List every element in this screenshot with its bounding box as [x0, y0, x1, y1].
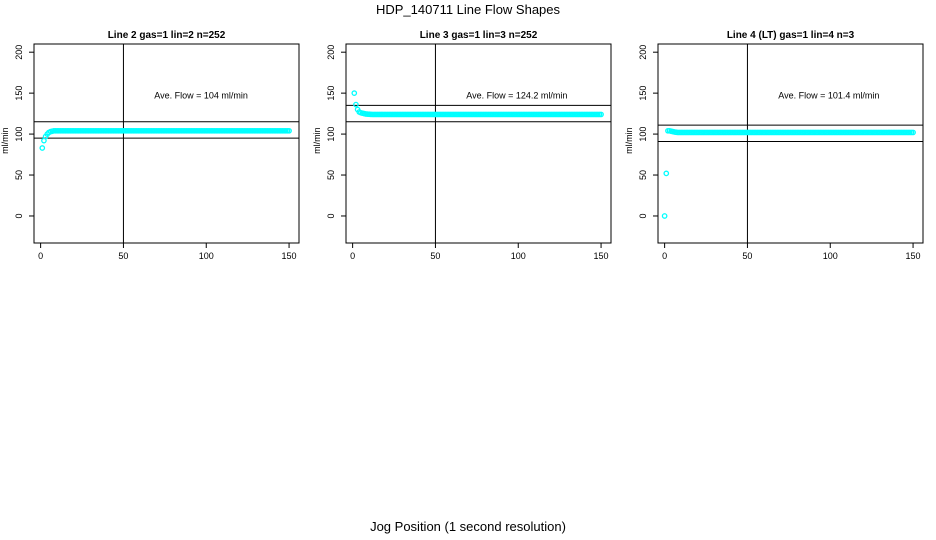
plot-frame	[345, 43, 612, 244]
data-point	[663, 170, 670, 177]
y-tick-label: 150	[14, 86, 24, 101]
y-tick-label: 0	[638, 213, 648, 218]
average-flow-annotation: Ave. Flow = 104 ml/min	[154, 91, 248, 101]
data-point	[39, 145, 46, 151]
y-axis-label: ml/min	[312, 127, 322, 154]
y-tick-label: 100	[638, 127, 648, 142]
y-tick-label: 50	[14, 170, 24, 180]
panel-title: Line 4 (LT) gas=1 lin=4 n=3	[727, 30, 855, 41]
data-point	[598, 111, 604, 118]
x-tick-label: 100	[199, 251, 214, 261]
data-point	[910, 129, 916, 136]
y-tick-label: 200	[14, 45, 24, 60]
data-point	[661, 213, 668, 219]
panel-title: Line 3 gas=1 lin=3 n=252	[420, 30, 538, 41]
y-tick-label: 50	[638, 170, 648, 180]
x-tick-label: 50	[430, 251, 440, 261]
y-tick-label: 200	[326, 45, 336, 60]
x-tick-label: 150	[594, 251, 609, 261]
plot-frame	[657, 43, 924, 244]
x-tick-label: 0	[38, 251, 43, 261]
y-tick-label: 100	[326, 127, 336, 142]
average-flow-annotation: Ave. Flow = 124.2 ml/min	[466, 91, 567, 101]
plot-frame	[33, 43, 300, 244]
y-tick-label: 0	[14, 213, 24, 218]
x-tick-label: 100	[511, 251, 526, 261]
y-axis-label: ml/min	[624, 127, 634, 154]
y-tick-label: 50	[326, 170, 336, 180]
y-axis-label: ml/min	[0, 127, 10, 154]
x-tick-label: 100	[823, 251, 838, 261]
main-title: HDP_140711 Line Flow Shapes	[375, 2, 561, 17]
y-tick-label: 200	[638, 45, 648, 60]
x-tick-label: 50	[118, 251, 128, 261]
data-point	[286, 127, 292, 134]
x-axis-label: Jog Position (1 second resolution)	[370, 519, 566, 534]
x-tick-label: 0	[350, 251, 355, 261]
x-tick-label: 50	[742, 251, 752, 261]
data-point	[351, 90, 358, 96]
x-tick-label: 150	[906, 251, 921, 261]
y-tick-label: 150	[326, 86, 336, 101]
x-tick-label: 0	[662, 251, 667, 261]
data-point	[353, 101, 359, 108]
panel-title: Line 2 gas=1 lin=2 n=252	[108, 30, 226, 41]
y-tick-label: 150	[638, 86, 648, 101]
x-tick-label: 150	[282, 251, 297, 261]
average-flow-annotation: Ave. Flow = 101.4 ml/min	[778, 91, 879, 101]
y-tick-label: 0	[326, 213, 336, 218]
y-tick-label: 100	[14, 127, 24, 142]
